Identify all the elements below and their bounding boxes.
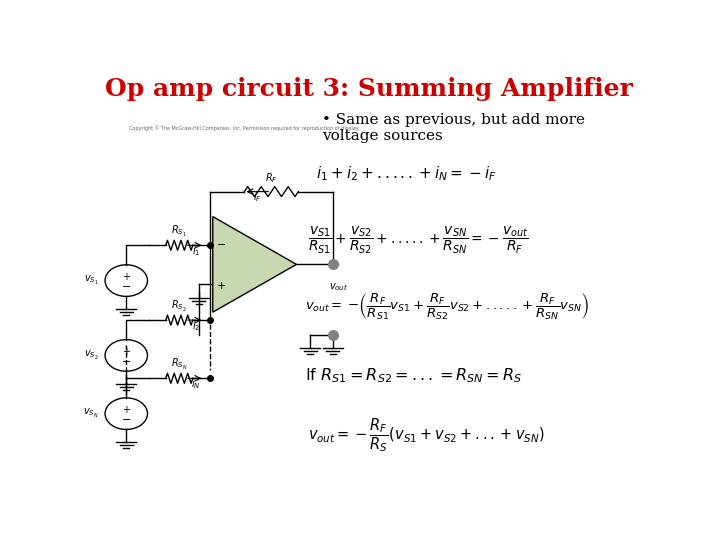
Text: $-$: $-$ xyxy=(121,355,131,365)
Text: $v_{S_2}$: $v_{S_2}$ xyxy=(84,349,99,362)
Text: $i_1$: $i_1$ xyxy=(192,245,200,258)
Text: $+$: $+$ xyxy=(122,346,131,357)
Text: $v_{S_1}$: $v_{S_1}$ xyxy=(84,274,99,287)
Text: $v_{out}=-\dfrac{R_F}{R_S}(v_{S1}+v_{S2}+...+v_{SN})$: $v_{out}=-\dfrac{R_F}{R_S}(v_{S1}+v_{S2}… xyxy=(307,416,544,454)
Text: $-$: $-$ xyxy=(216,238,226,248)
Text: $R_{S_N}$: $R_{S_N}$ xyxy=(171,357,187,372)
Text: $R_F$: $R_F$ xyxy=(265,172,278,185)
Text: $i_N$: $i_N$ xyxy=(192,377,201,392)
Polygon shape xyxy=(213,217,297,312)
Text: $+$: $+$ xyxy=(122,271,131,282)
Text: $-$: $-$ xyxy=(121,414,131,423)
Text: $-$: $-$ xyxy=(121,280,131,291)
Text: $v_{out}=-\!\left(\dfrac{R_F}{R_{S1}}v_{S1}+\dfrac{R_F}{R_{S2}}v_{S2}+.....+\dfr: $v_{out}=-\!\left(\dfrac{R_F}{R_{S1}}v_{… xyxy=(305,292,589,322)
Text: $+$: $+$ xyxy=(216,280,226,291)
Text: • Same as previous, but add more
voltage sources: • Same as previous, but add more voltage… xyxy=(322,113,585,143)
Text: $R_{S_1}$: $R_{S_1}$ xyxy=(171,224,187,239)
Text: $v_{out}$: $v_{out}$ xyxy=(329,281,348,293)
Text: $\mathrm{If}\ R_{S1}=R_{S2}=...=R_{SN}=R_S$: $\mathrm{If}\ R_{S1}=R_{S2}=...=R_{SN}=R… xyxy=(305,366,522,385)
Text: $\dfrac{v_{S1}}{R_{S1}}+\dfrac{v_{S2}}{R_{S2}}+.....+\dfrac{v_{SN}}{R_{SN}}=-\df: $\dfrac{v_{S1}}{R_{S1}}+\dfrac{v_{S2}}{R… xyxy=(307,225,528,256)
Text: $i_F$: $i_F$ xyxy=(253,190,262,204)
Text: $i_1+i_2+.....+i_N=-i_F$: $i_1+i_2+.....+i_N=-i_F$ xyxy=(316,165,497,183)
Text: $v_{S_N}$: $v_{S_N}$ xyxy=(83,407,99,420)
Text: $+$: $+$ xyxy=(122,404,131,415)
Text: Copyright © The McGraw-Hill Companies, Inc. Permission required for reproduction: Copyright © The McGraw-Hill Companies, I… xyxy=(129,125,359,131)
Text: Op amp circuit 3: Summing Amplifier: Op amp circuit 3: Summing Amplifier xyxy=(105,77,633,102)
Text: $R_{S_2}$: $R_{S_2}$ xyxy=(171,299,187,314)
Text: $i_2$: $i_2$ xyxy=(192,319,200,333)
